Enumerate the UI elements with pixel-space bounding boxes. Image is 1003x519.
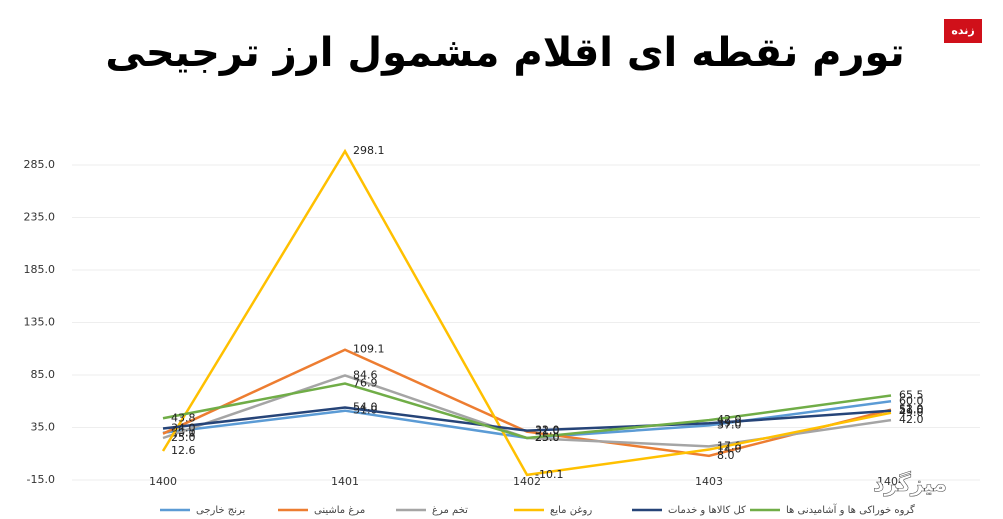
data-label: 298.1 bbox=[353, 144, 385, 157]
data-label: 76.9 bbox=[353, 377, 378, 390]
x-tick-label: 1400 bbox=[149, 475, 177, 488]
y-tick-label: 285.0 bbox=[24, 158, 56, 171]
data-label: 65.5 bbox=[899, 388, 924, 401]
data-label: 14.0 bbox=[717, 443, 742, 456]
data-label: 12.6 bbox=[171, 444, 196, 457]
legend-label: گروه خوراکی ها و آشامیدنی ها bbox=[786, 503, 915, 516]
data-label: 8.0 bbox=[717, 449, 735, 462]
y-tick-label: 185.0 bbox=[24, 263, 56, 276]
y-tick-label: 235.0 bbox=[24, 211, 56, 224]
x-tick-label: 1404 bbox=[877, 475, 905, 488]
data-label: 42.0 bbox=[899, 413, 924, 426]
data-label: 34.0 bbox=[171, 422, 196, 435]
data-label: 25.0 bbox=[535, 431, 560, 444]
y-tick-label: 85.0 bbox=[31, 368, 56, 381]
legend-label: کل کالاها و خدمات bbox=[668, 505, 746, 516]
data-label: 60.0 bbox=[899, 394, 924, 407]
data-label: 52.0 bbox=[899, 403, 924, 416]
data-label: 32.0 bbox=[535, 424, 560, 437]
data-label: 109.1 bbox=[353, 343, 385, 356]
data-label: -10.1 bbox=[535, 468, 563, 481]
legend-label: مرغ ماشینی bbox=[314, 505, 365, 516]
logo: میزگرد bbox=[873, 470, 947, 497]
y-tick-label: 135.0 bbox=[24, 316, 56, 329]
series-line bbox=[162, 406, 892, 432]
x-tick-label: 1401 bbox=[331, 475, 359, 488]
legend-label: روغن مایع bbox=[550, 505, 592, 516]
live-badge bbox=[944, 19, 982, 43]
legend-label: تخم مرغ bbox=[432, 505, 468, 516]
data-label: 84.6 bbox=[353, 368, 378, 381]
data-label: 39.0 bbox=[717, 416, 742, 429]
data-label: 51.0 bbox=[899, 404, 924, 417]
chart-title: تورم نقطه ای اقلام مشمول ارز ترجیحی bbox=[105, 30, 904, 76]
y-tick-label: 35.0 bbox=[31, 421, 56, 434]
series-line bbox=[162, 382, 892, 440]
data-label: 54.0 bbox=[353, 401, 378, 414]
live-badge-text: زنده bbox=[951, 24, 974, 37]
x-tick-label: 1403 bbox=[695, 475, 723, 488]
data-label: 49.0 bbox=[899, 406, 924, 419]
legend-label: برنج خارجی bbox=[196, 505, 245, 516]
data-label: 25.0 bbox=[171, 431, 196, 444]
data-label: 43.8 bbox=[171, 411, 196, 424]
x-tick-label: 1402 bbox=[513, 475, 541, 488]
series-line bbox=[161, 148, 892, 477]
data-label: 42.0 bbox=[717, 413, 742, 426]
y-tick-label: -15.0 bbox=[27, 473, 55, 486]
